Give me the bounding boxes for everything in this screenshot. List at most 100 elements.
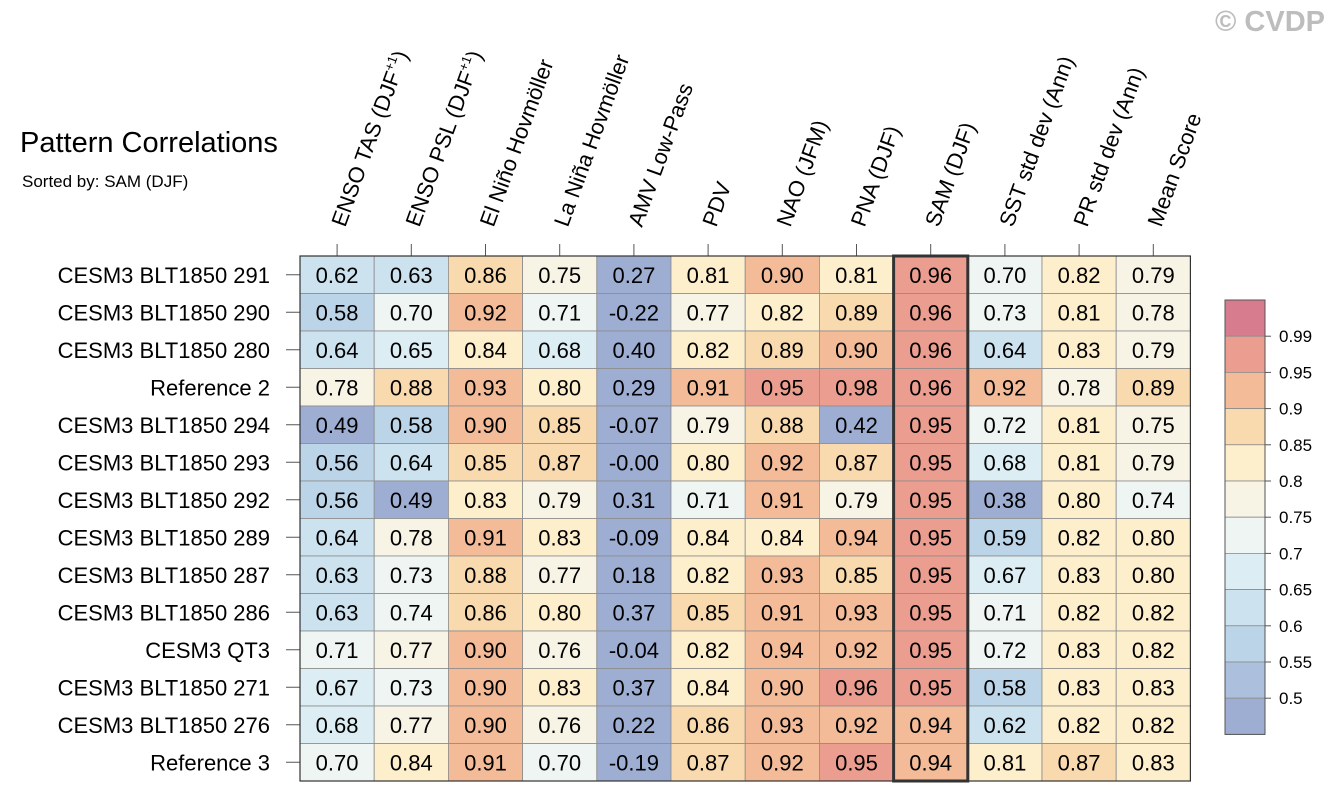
cell-value: 0.94 xyxy=(835,525,878,550)
heatmap-cell xyxy=(1041,405,1117,444)
cell-value: 0.87 xyxy=(687,750,730,775)
heatmap-cell xyxy=(522,705,598,744)
colorbar-segment xyxy=(1224,553,1266,591)
heatmap-cell xyxy=(447,593,523,632)
cell-value: 0.84 xyxy=(687,675,730,700)
heatmap-cell xyxy=(373,480,449,519)
heatmap-cell xyxy=(819,518,895,557)
cell-value: 0.83 xyxy=(1058,338,1101,363)
heatmap-cell xyxy=(819,593,895,632)
row-label: CESM3 BLT1850 271 xyxy=(58,675,270,700)
cell-value: 0.92 xyxy=(761,750,804,775)
cell-value: 0.96 xyxy=(835,675,878,700)
cell-value: 0.76 xyxy=(538,713,581,738)
heatmap-cell xyxy=(596,405,672,444)
column-header: PDV xyxy=(697,178,736,229)
heatmap-cell xyxy=(299,743,375,782)
cell-value: -0.09 xyxy=(609,525,659,550)
grid-border xyxy=(299,255,1192,782)
cell-value: 0.84 xyxy=(464,338,507,363)
heatmap-cell xyxy=(744,593,820,632)
cell-value: 0.62 xyxy=(316,263,359,288)
cell-value: 0.88 xyxy=(464,563,507,588)
heatmap-cell xyxy=(447,668,523,707)
column-header: Mean Score xyxy=(1143,110,1207,230)
cell-value: 0.81 xyxy=(1058,300,1101,325)
heatmap-cell xyxy=(670,743,746,782)
heatmap-cell xyxy=(893,443,969,482)
colorbar-label: 0.55 xyxy=(1279,653,1312,672)
heatmap-cell xyxy=(893,668,969,707)
cell-value: 0.89 xyxy=(835,300,878,325)
cell-value: 0.83 xyxy=(464,488,507,513)
cell-value: 0.38 xyxy=(983,488,1026,513)
row-label: CESM3 BLT1850 287 xyxy=(58,563,270,588)
cell-value: 0.71 xyxy=(687,488,730,513)
column-header: SST std dev (Ann) xyxy=(994,53,1079,230)
row-label: CESM3 QT3 xyxy=(145,638,270,663)
cell-value: 0.94 xyxy=(909,750,952,775)
heatmap-cell xyxy=(447,293,523,332)
cell-value: 0.58 xyxy=(316,300,359,325)
heatmap-cell xyxy=(744,630,820,669)
cell-value: 0.77 xyxy=(687,300,730,325)
heatmap-cell xyxy=(1041,630,1117,669)
chart-subtitle: Sorted by: SAM (DJF) xyxy=(22,172,189,191)
cell-value: 0.84 xyxy=(687,525,730,550)
heatmap-cell xyxy=(596,368,672,407)
cell-value: 0.58 xyxy=(390,413,433,438)
heatmap-cell xyxy=(447,555,523,594)
heatmap-cell xyxy=(893,405,969,444)
cell-value: 0.79 xyxy=(1132,338,1175,363)
cell-value: 0.93 xyxy=(464,375,507,400)
heatmap-cell xyxy=(744,518,820,557)
heatmap-cell xyxy=(670,480,746,519)
cell-value: 0.62 xyxy=(983,713,1026,738)
cell-value: 0.83 xyxy=(1132,675,1175,700)
heatmap-cell xyxy=(1041,743,1117,782)
heatmap-cell xyxy=(447,368,523,407)
heatmap-cell xyxy=(744,480,820,519)
heatmap-cell xyxy=(670,593,746,632)
heatmap-cell xyxy=(893,255,969,294)
heatmap-cell xyxy=(522,593,598,632)
heatmap-cell xyxy=(522,293,598,332)
heatmap-cell xyxy=(744,555,820,594)
heatmap-cell xyxy=(967,630,1043,669)
heatmap-cell xyxy=(522,330,598,369)
cell-value: 0.92 xyxy=(761,450,804,475)
heatmap-cell xyxy=(596,293,672,332)
heatmap-cell xyxy=(1115,668,1191,707)
heatmap-cell xyxy=(299,368,375,407)
colorbar-label: 0.8 xyxy=(1279,472,1303,491)
cell-value: 0.73 xyxy=(390,563,433,588)
cell-value: 0.80 xyxy=(687,450,730,475)
heatmap-cell xyxy=(373,443,449,482)
heatmap-cell xyxy=(596,480,672,519)
colorbar-segment xyxy=(1224,335,1266,373)
cell-value: 0.78 xyxy=(390,525,433,550)
heatmap-cell xyxy=(596,518,672,557)
cell-value: 0.90 xyxy=(464,713,507,738)
cell-value: 0.65 xyxy=(390,338,433,363)
cell-value: 0.84 xyxy=(761,525,804,550)
cell-value: 0.75 xyxy=(1132,413,1175,438)
heatmap-cell xyxy=(744,668,820,707)
heatmap-cell xyxy=(447,480,523,519)
heatmap-cell xyxy=(596,743,672,782)
cell-value: 0.96 xyxy=(909,300,952,325)
colorbar-label: 0.9 xyxy=(1279,400,1303,419)
heatmap-cell xyxy=(893,705,969,744)
heatmap-cell xyxy=(1115,593,1191,632)
cell-value: 0.37 xyxy=(612,675,655,700)
sorted-column-highlight xyxy=(892,254,970,783)
heatmap-cell xyxy=(596,705,672,744)
cell-value: 0.70 xyxy=(983,263,1026,288)
colorbar-segment xyxy=(1224,697,1266,735)
heatmap-cell xyxy=(447,630,523,669)
heatmap-cell xyxy=(596,443,672,482)
row-label: CESM3 BLT1850 294 xyxy=(58,413,270,438)
colorbar-label: 0.65 xyxy=(1279,581,1312,600)
colorbar-label: 0.7 xyxy=(1279,544,1303,563)
